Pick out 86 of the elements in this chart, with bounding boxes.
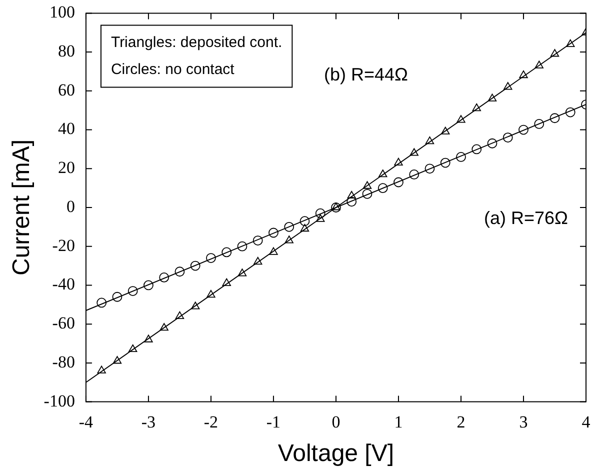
y-tick-label: -100 <box>44 391 75 410</box>
point <box>472 144 482 154</box>
point <box>112 356 122 364</box>
point <box>550 49 560 57</box>
x-axis-title: Voltage [V] <box>278 440 394 468</box>
point <box>222 247 232 258</box>
point <box>378 170 388 178</box>
point <box>550 113 560 124</box>
point <box>128 286 138 296</box>
point <box>316 214 325 222</box>
point <box>502 132 513 142</box>
x-tick-label: 4 <box>582 412 591 432</box>
point <box>409 170 420 180</box>
x-tick-label: 2 <box>456 412 466 432</box>
annotation: Triangles: deposited cont. <box>110 34 282 51</box>
point <box>362 181 372 189</box>
point <box>144 280 154 290</box>
point <box>254 256 262 265</box>
point <box>518 124 528 135</box>
y-tick-label: -20 <box>52 236 75 255</box>
x-tick-label: -3 <box>141 412 156 432</box>
point <box>190 260 200 271</box>
point <box>472 103 481 112</box>
x-tick-label: 0 <box>332 412 340 432</box>
y-tick-label: 80 <box>58 42 75 61</box>
point <box>534 60 544 68</box>
point <box>456 152 466 162</box>
y-tick-label: 40 <box>58 119 75 138</box>
point <box>284 236 294 244</box>
x-tick-label: -2 <box>204 412 218 432</box>
point <box>160 323 168 331</box>
point <box>97 366 106 374</box>
point <box>112 292 122 302</box>
point <box>394 158 403 166</box>
point <box>269 247 278 255</box>
point <box>346 196 357 207</box>
point <box>284 222 294 232</box>
x-tick-label: -1 <box>266 412 281 432</box>
y-axis-title: Current [mA] <box>8 139 36 276</box>
point <box>191 302 200 310</box>
point <box>566 39 575 47</box>
point <box>347 190 356 199</box>
point <box>144 334 153 342</box>
point <box>362 188 372 199</box>
point <box>487 138 498 148</box>
point <box>504 82 512 90</box>
y-tick-label: 20 <box>58 158 75 178</box>
point <box>206 253 216 263</box>
point <box>394 177 404 188</box>
point <box>252 236 263 246</box>
point <box>96 298 107 308</box>
point <box>519 70 528 78</box>
point <box>440 158 450 168</box>
x-tick-label: 3 <box>519 412 528 432</box>
y-tick-label: 100 <box>49 2 75 22</box>
point <box>456 115 466 123</box>
y-tick-label: 0 <box>66 196 75 216</box>
y-tick-label: -80 <box>52 352 75 372</box>
annotation: (a) R=76Ω <box>484 208 568 228</box>
x-tick-label: 1 <box>394 412 403 432</box>
point <box>488 94 497 102</box>
point <box>565 107 576 118</box>
point <box>128 344 138 352</box>
y-tick-label: 60 <box>58 80 75 100</box>
y-tick-label: -40 <box>52 274 75 294</box>
point <box>206 290 216 298</box>
point <box>410 148 418 156</box>
point <box>174 266 185 277</box>
y-tick-label: -60 <box>52 314 75 333</box>
annotation: (b) R=44Ω <box>324 64 408 84</box>
annotation: Circles: no contact <box>110 60 236 78</box>
point <box>237 241 248 252</box>
point <box>159 272 170 282</box>
x-tick-label: -4 <box>78 412 94 432</box>
point <box>534 119 544 129</box>
point <box>300 216 310 226</box>
point <box>424 164 435 174</box>
point <box>222 278 231 286</box>
point <box>175 311 184 320</box>
point <box>378 183 388 194</box>
point <box>315 208 326 218</box>
point <box>441 126 450 134</box>
point <box>425 136 434 144</box>
point <box>268 228 278 238</box>
point <box>238 268 247 276</box>
point <box>300 224 310 232</box>
